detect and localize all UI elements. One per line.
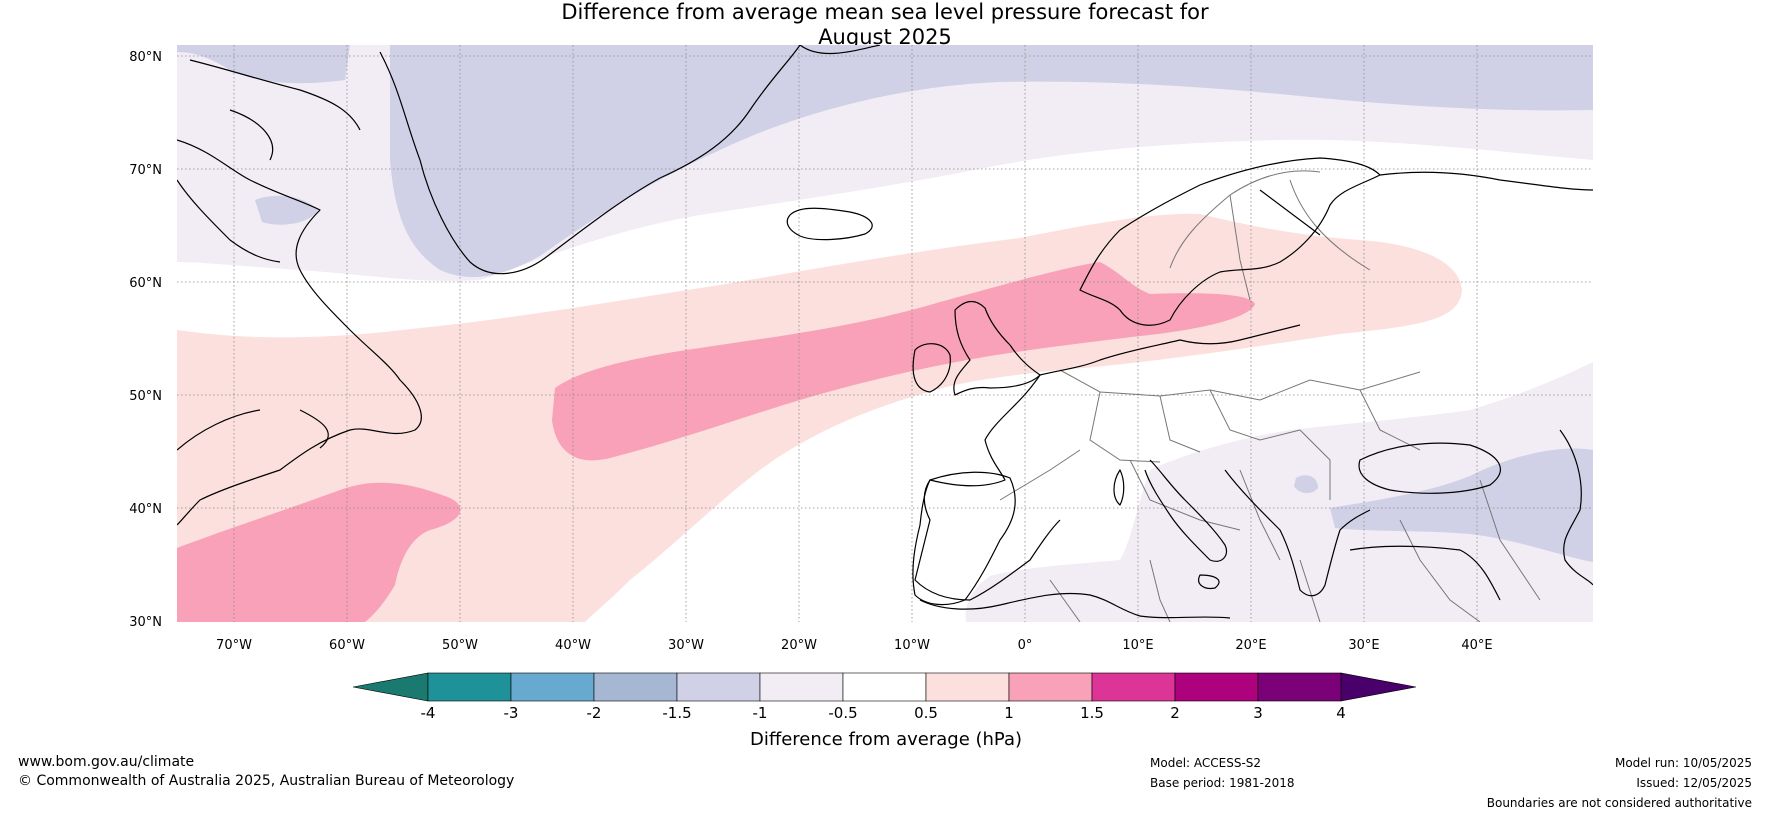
lon-label-20e: 20°E (1235, 638, 1266, 653)
colorbar-segment (1091, 672, 1176, 702)
lat-label-80n: 80°N (129, 50, 162, 65)
colorbar-segment (1008, 672, 1093, 702)
colorbar-segment (427, 672, 512, 702)
colorbar-tick-label: -2 (587, 704, 602, 722)
anomaly-region-neg-1-5-to-neg-1-balkans (1294, 475, 1318, 494)
colorbar-tick-label: 2 (1170, 704, 1180, 722)
footer-left: www.bom.gov.au/climate © Commonwealth of… (18, 753, 514, 791)
footer-model: Model: ACCESS-S2 (1150, 756, 1262, 770)
longitude-labels: 70°W 60°W 50°W 40°W 30°W 20°W 10°W 0° 10… (216, 638, 1493, 653)
colorbar-arrow-high (1340, 672, 1417, 702)
colorbar-tick-label: 1.5 (1080, 704, 1104, 722)
anomaly-region-neg-1-5-to-neg-1-labrador (255, 195, 318, 225)
lon-label-40e: 40°E (1461, 638, 1492, 653)
coast-scandinavia (1079, 157, 1381, 326)
colorbar-tick-label: 0.5 (914, 704, 938, 722)
lon-label-0: 0° (1018, 638, 1033, 653)
footer-model-run: Model run: 10/05/2025 (1614, 756, 1752, 770)
footer-issued: Issued: 12/05/2025 (1636, 776, 1752, 790)
coastlines (177, 45, 1593, 619)
colorbar-segment (1257, 672, 1342, 702)
lat-label-40n: 40°N (129, 502, 162, 517)
footer-run-info: Model run: 10/05/2025 Issued: 12/05/2025… (1487, 753, 1752, 813)
colorbar-segment (925, 672, 1010, 702)
coast-iberia (912, 471, 1016, 606)
anomaly-region-neg-1-5-to-neg-1-baffin (177, 45, 350, 84)
colorbar-tick-label: -4 (421, 704, 436, 722)
footer-website: www.bom.gov.au/climate (18, 754, 195, 770)
country-borders (999, 170, 1541, 622)
map-title: Difference from average mean sea level p… (0, 0, 1770, 50)
anomaly-region-neg-1-5-to-neg-1-caspian (1330, 448, 1593, 562)
lon-label-30e: 30°E (1348, 638, 1379, 653)
footer-disclaimer: Boundaries are not considered authoritat… (1486, 796, 1752, 810)
lat-label-60n: 60°N (129, 276, 162, 291)
coast-north-america (177, 139, 422, 526)
lon-label-20w: 20°W (781, 638, 817, 653)
title-line-1: Difference from average mean sea level p… (561, 0, 1209, 24)
graticule (177, 45, 1593, 622)
lon-label-70w: 70°W (216, 638, 252, 653)
colorbar-segment (842, 672, 927, 702)
lon-label-40w: 40°W (555, 638, 591, 653)
colorbar-tick-label: -1 (753, 704, 768, 722)
colorbar-arrow-low (352, 672, 429, 702)
colorbar: -4 -3 -2 -1.5 -1 -0.5 0.5 1 1.5 2 3 4 (352, 672, 1417, 722)
anomaly-region-pos-1-to-1-5-southwest (177, 482, 461, 622)
colorbar-segment (1174, 672, 1259, 702)
anomaly-region-neg-1-5-to-neg-1-arctic (390, 45, 1593, 278)
footer-model-info: Model: ACCESS-S2 Base period: 1981-2018 (1150, 753, 1295, 793)
colorbar-tick-label: -1.5 (662, 704, 691, 722)
colorbar-tick-label: 3 (1253, 704, 1263, 722)
colorbar-tick-label: -3 (504, 704, 519, 722)
lat-label-30n: 30°N (129, 615, 162, 630)
lon-label-50w: 50°W (442, 638, 478, 653)
colorbar-segment (593, 672, 678, 702)
coast-europe-mainland (1039, 324, 1301, 376)
footer-base-period: Base period: 1981-2018 (1150, 776, 1295, 790)
coast-great-britain (953, 300, 1041, 396)
footer-copyright: © Commonwealth of Australia 2025, Austra… (18, 773, 515, 789)
coast-north-africa (919, 592, 1231, 619)
lat-label-50n: 50°N (129, 389, 162, 404)
coast-italy (1144, 459, 1228, 562)
coast-black-sea (1358, 442, 1501, 494)
colorbar-segment (759, 672, 844, 702)
coast-iceland (786, 207, 873, 241)
lat-label-70n: 70°N (129, 163, 162, 178)
latitude-labels: 80°N 70°N 60°N 50°N 40°N 30°N (129, 50, 162, 630)
coast-greenland (379, 45, 801, 275)
anomaly-region-neg-1-to-neg-0-5-southeast (965, 362, 1593, 622)
colorbar-tick-label: 1 (1004, 704, 1014, 722)
lon-label-30w: 30°W (668, 638, 704, 653)
colorbar-segment (676, 672, 761, 702)
colorbar-tick-label: 4 (1336, 704, 1346, 722)
coast-ireland (912, 343, 951, 393)
lon-label-10w: 10°W (894, 638, 930, 653)
lon-label-10e: 10°E (1122, 638, 1153, 653)
lon-label-60w: 60°W (329, 638, 365, 653)
colorbar-segment (510, 672, 595, 702)
colorbar-label: Difference from average (hPa) (750, 729, 1022, 750)
anomaly-region-pos-1-to-1-5-mid-atlantic (552, 262, 1255, 461)
map-plot-area (177, 45, 1593, 622)
colorbar-tick-label: -0.5 (828, 704, 857, 722)
coast-balkans (1224, 469, 1371, 597)
